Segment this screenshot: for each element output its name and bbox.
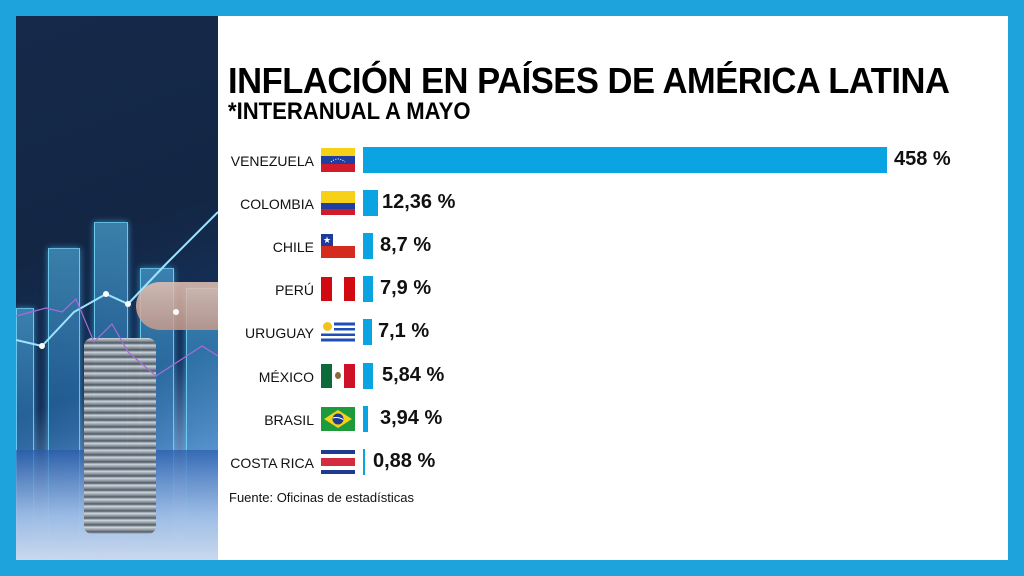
bar-colombia: [363, 190, 378, 216]
bar-row-colombia: COLOMBIA 12,36 %: [216, 189, 1006, 219]
bar-row-peru: PERÚ 7,9 %: [216, 275, 1006, 305]
infographic-frame: INFLACIÓN EN PAÍSES DE AMÉRICA LATINA *I…: [16, 16, 1008, 560]
bar-venezuela: [363, 147, 887, 173]
photo-coin-stack: [84, 338, 156, 534]
country-label: CHILE: [272, 239, 314, 255]
venezuela-flag-icon: [321, 148, 355, 172]
value-label: 3,94 %: [380, 407, 443, 429]
country-label: MÉXICO: [258, 369, 314, 385]
brazil-flag-icon: [321, 407, 355, 431]
chile-flag-icon: ★: [321, 234, 355, 258]
colombia-flag-icon: [321, 191, 355, 215]
value-label: 12,36 %: [382, 191, 456, 213]
bar-row-uruguay: URUGUAY 7,1 %: [216, 318, 1006, 348]
bar-row-venezuela: VENEZUELA 458 %: [216, 146, 1006, 176]
bar-uruguay: [363, 319, 372, 345]
bar-peru: [363, 276, 373, 302]
bar-brasil: [363, 406, 368, 432]
chart-title: INFLACIÓN EN PAÍSES DE AMÉRICA LATINA: [228, 60, 950, 101]
country-label: URUGUAY: [245, 325, 314, 341]
value-label: 5,84 %: [382, 364, 445, 386]
mexico-flag-icon: [321, 364, 355, 388]
country-label: PERÚ: [275, 282, 314, 298]
country-label: COSTA RICA: [230, 455, 314, 471]
bar-row-brasil: BRASIL 3,94 %: [216, 405, 1006, 435]
bar-costa-rica: [363, 449, 365, 475]
chart-subtitle: *INTERANUAL A MAYO: [228, 98, 471, 125]
bar-chile: [363, 233, 373, 259]
value-label: 7,1 %: [378, 320, 430, 342]
photo-hand: [136, 282, 218, 330]
finance-photo: [16, 16, 218, 560]
costa-rica-flag-icon: [321, 450, 355, 474]
country-label: BRASIL: [264, 412, 314, 428]
value-label: 458 %: [894, 148, 951, 170]
bar-mexico: [363, 363, 373, 389]
source-note: Fuente: Oficinas de estadísticas: [229, 490, 414, 505]
value-label: 7,9 %: [380, 277, 432, 299]
bar-row-costa-rica: COSTA RICA 0,88 %: [216, 448, 1006, 478]
bar-row-mexico: MÉXICO 5,84 %: [216, 362, 1006, 392]
value-label: 8,7 %: [380, 234, 432, 256]
country-label: VENEZUELA: [230, 153, 314, 169]
bar-row-chile: CHILE ★ 8,7 %: [216, 232, 1006, 262]
photo-trend-lines: [16, 211, 218, 377]
peru-flag-icon: [321, 277, 355, 301]
uruguay-flag-icon: [321, 320, 355, 344]
country-label: COLOMBIA: [240, 196, 314, 212]
value-label: 0,88 %: [373, 450, 436, 472]
